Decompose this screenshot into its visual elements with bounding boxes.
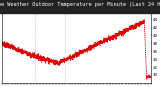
Title: Milwaukee Weather Outdoor Temperature per Minute (Last 24 Hours): Milwaukee Weather Outdoor Temperature pe… — [0, 2, 160, 7]
